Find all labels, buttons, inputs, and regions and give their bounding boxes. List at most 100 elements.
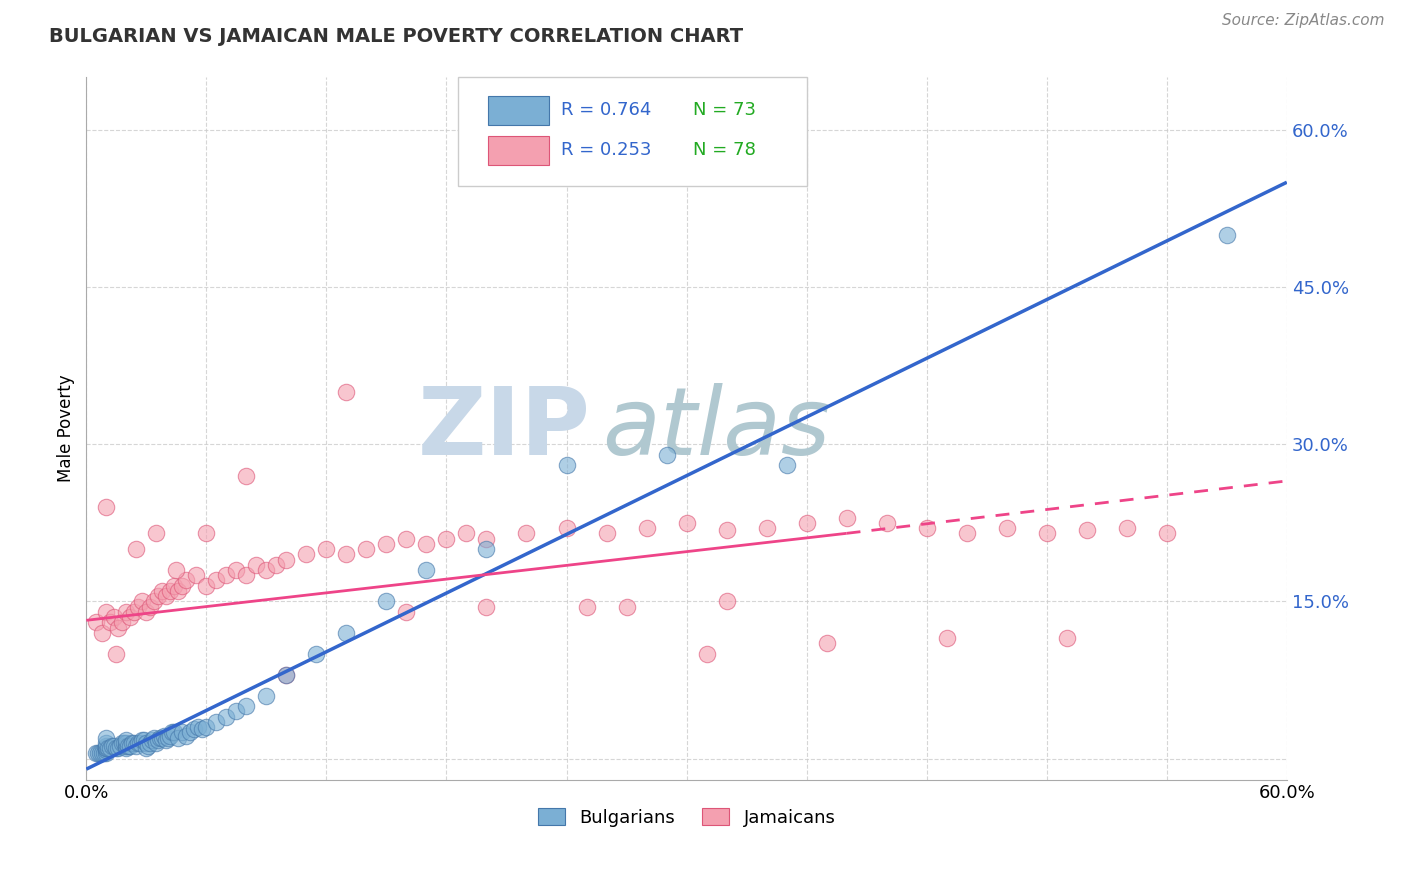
- Point: [98, 615, 121, 630]
- Point: [1035, 526, 1057, 541]
- Point: [84, 747, 107, 761]
- FancyBboxPatch shape: [458, 78, 807, 186]
- Point: [135, 736, 157, 750]
- Point: [150, 584, 173, 599]
- Point: [135, 741, 157, 756]
- Point: [575, 599, 598, 614]
- Text: BULGARIAN VS JAMAICAN MALE POVERTY CORRELATION CHART: BULGARIAN VS JAMAICAN MALE POVERTY CORRE…: [49, 27, 744, 45]
- Point: [1115, 521, 1137, 535]
- Point: [375, 594, 398, 608]
- Point: [915, 521, 938, 535]
- Point: [129, 736, 152, 750]
- Point: [356, 542, 378, 557]
- Point: [335, 626, 357, 640]
- Point: [91, 626, 114, 640]
- Point: [235, 468, 257, 483]
- Point: [716, 594, 738, 608]
- Point: [111, 615, 134, 630]
- Point: [89, 747, 111, 761]
- Point: [716, 523, 738, 537]
- Point: [107, 741, 129, 756]
- Point: [276, 668, 298, 682]
- Point: [167, 731, 190, 745]
- Point: [96, 500, 118, 515]
- Point: [186, 568, 208, 582]
- Point: [148, 589, 170, 603]
- Point: [475, 532, 498, 546]
- Point: [595, 526, 617, 541]
- Point: [112, 736, 135, 750]
- Point: [93, 747, 115, 761]
- Point: [125, 739, 148, 753]
- Point: [145, 736, 167, 750]
- Point: [616, 599, 638, 614]
- Point: [835, 510, 858, 524]
- Point: [176, 729, 198, 743]
- Point: [84, 615, 107, 630]
- Point: [131, 732, 153, 747]
- Point: [143, 731, 166, 745]
- Point: [305, 647, 328, 661]
- Point: [121, 736, 143, 750]
- Point: [91, 747, 114, 761]
- Point: [1216, 227, 1239, 242]
- Point: [162, 725, 184, 739]
- Point: [415, 537, 437, 551]
- Point: [96, 739, 118, 753]
- Point: [995, 521, 1018, 535]
- Point: [254, 689, 277, 703]
- Text: N = 78: N = 78: [693, 141, 755, 159]
- Text: Source: ZipAtlas.com: Source: ZipAtlas.com: [1222, 13, 1385, 29]
- Point: [149, 731, 172, 745]
- Text: ZIP: ZIP: [418, 383, 591, 475]
- Point: [415, 563, 437, 577]
- Point: [195, 720, 218, 734]
- Point: [235, 699, 257, 714]
- Point: [1076, 523, 1098, 537]
- Point: [127, 736, 149, 750]
- Point: [235, 568, 257, 582]
- Point: [148, 732, 170, 747]
- Point: [295, 547, 318, 561]
- Point: [97, 741, 120, 756]
- Point: [141, 732, 163, 747]
- Point: [1156, 526, 1178, 541]
- Point: [675, 516, 697, 530]
- Point: [143, 594, 166, 608]
- Point: [167, 584, 190, 599]
- Point: [155, 589, 177, 603]
- Text: R = 0.764: R = 0.764: [561, 101, 651, 119]
- Point: [98, 741, 121, 756]
- Point: [150, 731, 173, 745]
- Point: [796, 516, 818, 530]
- Point: [103, 610, 125, 624]
- Point: [145, 526, 167, 541]
- Point: [179, 725, 201, 739]
- Point: [335, 384, 357, 399]
- Point: [155, 732, 177, 747]
- Point: [191, 723, 214, 737]
- Point: [96, 605, 118, 619]
- Point: [755, 521, 778, 535]
- Point: [127, 599, 149, 614]
- Text: atlas: atlas: [603, 383, 831, 474]
- Point: [96, 741, 118, 756]
- Point: [135, 605, 157, 619]
- Text: R = 0.253: R = 0.253: [561, 141, 651, 159]
- Point: [395, 605, 418, 619]
- Point: [165, 563, 187, 577]
- Y-axis label: Male Poverty: Male Poverty: [58, 375, 75, 483]
- Point: [87, 747, 110, 761]
- Point: [134, 732, 156, 747]
- Point: [215, 568, 238, 582]
- Point: [139, 599, 162, 614]
- Point: [636, 521, 658, 535]
- Point: [335, 547, 357, 561]
- Point: [555, 458, 578, 473]
- Point: [96, 741, 118, 756]
- Point: [96, 747, 118, 761]
- Point: [111, 736, 134, 750]
- Point: [105, 741, 128, 756]
- Point: [163, 579, 186, 593]
- FancyBboxPatch shape: [488, 136, 548, 165]
